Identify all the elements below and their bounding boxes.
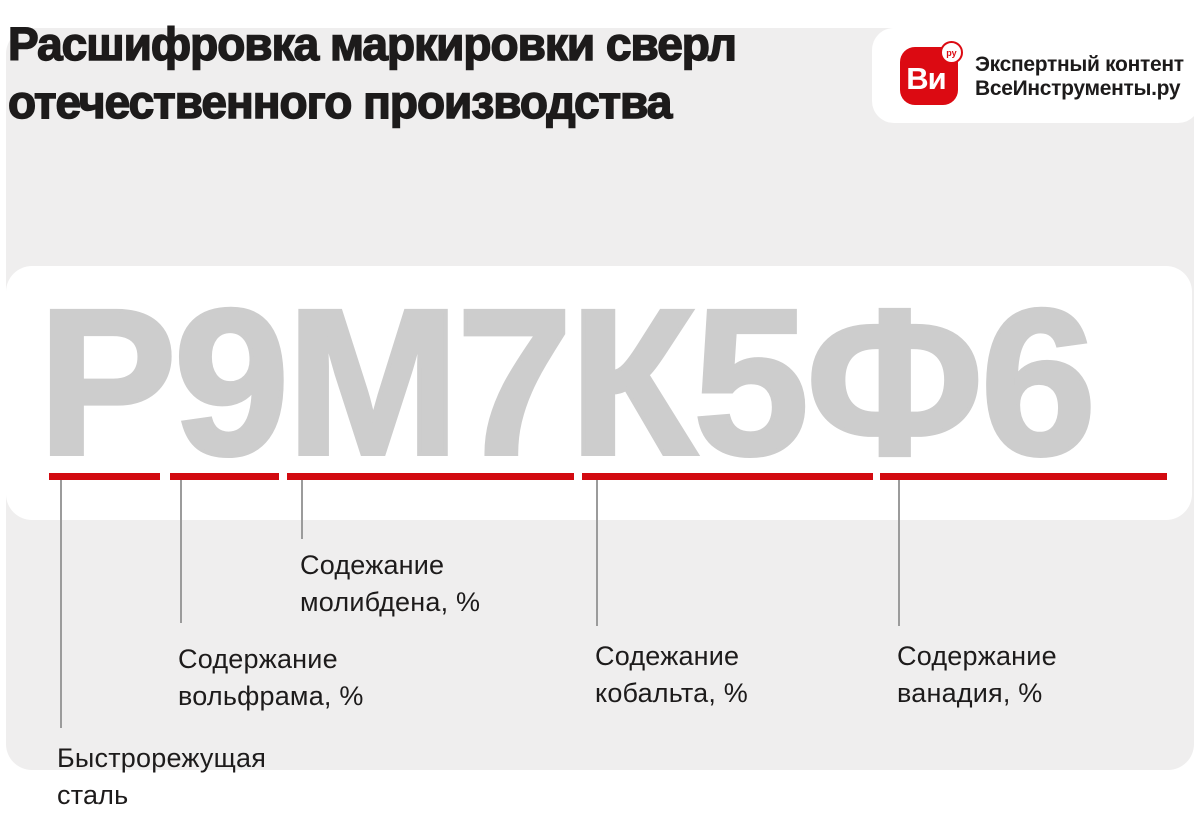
underline-high-speed-steel	[49, 473, 160, 480]
underline-molybdenum	[287, 473, 574, 480]
brand-logo-ru-badge: ру	[940, 41, 963, 64]
label-cobalt: Содежание кобальта, %	[595, 641, 748, 708]
label-high-speed-steel: Быстрорежущая сталь	[57, 743, 267, 810]
page-title: Расшифровка маркировки сверл отечественн…	[7, 17, 737, 129]
connector-high-speed-steel	[60, 480, 62, 728]
label-tungsten: Содержание вольфрама, %	[178, 644, 364, 711]
connector-vanadium	[898, 480, 900, 626]
brand-logo-icon: Ви ру	[900, 41, 963, 105]
connector-molybdenum	[301, 480, 303, 539]
brand-card: Ви ру Экспертный контент ВсеИнструменты.…	[872, 28, 1200, 123]
brand-logo-letters: Ви	[906, 61, 946, 96]
underline-cobalt	[582, 473, 873, 480]
label-molybdenum: Содежание молибдена, %	[300, 550, 481, 617]
brand-caption: Экспертный контент ВсеИнструменты.ру	[975, 53, 1184, 100]
underline-vanadium	[880, 473, 1167, 480]
underline-tungsten	[170, 473, 279, 480]
marking-code: Р9М7К5Ф6	[36, 267, 1098, 499]
label-vanadium: Содержание ванадия, %	[897, 641, 1057, 708]
connector-cobalt	[596, 480, 598, 626]
connector-tungsten	[180, 480, 182, 623]
